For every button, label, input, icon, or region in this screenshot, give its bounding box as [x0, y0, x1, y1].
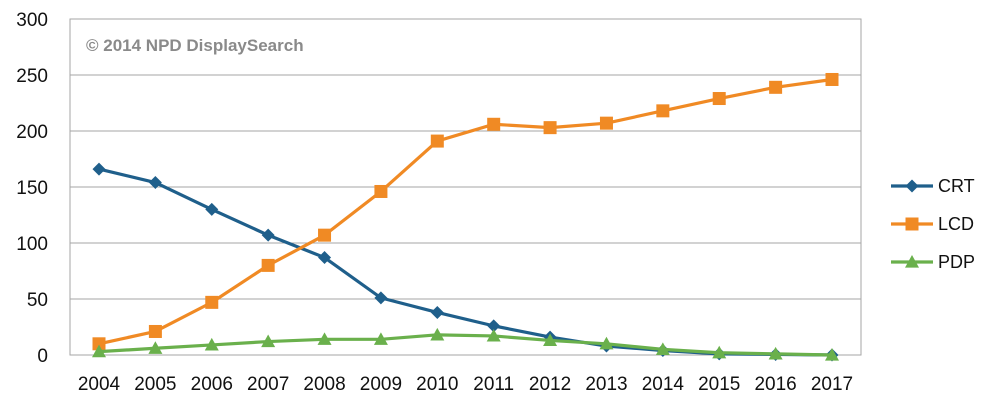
- series-line-pdp: [98, 333, 833, 357]
- x-tick-label: 2014: [642, 374, 685, 395]
- y-axis: 0 50 100 150 200 250 300: [16, 10, 48, 367]
- series-lcd: [92, 72, 839, 351]
- x-tick-label: 2015: [698, 374, 740, 395]
- data-point-pdp: [655, 342, 670, 355]
- data-point-pdp: [486, 328, 501, 342]
- data-point-crt: [261, 228, 275, 242]
- series-pdp: [92, 327, 839, 361]
- data-point-lcd: [543, 121, 557, 135]
- legend-marker-pdp: [905, 255, 919, 268]
- data-point-crt: [92, 162, 106, 176]
- x-tick-label: 2007: [247, 374, 289, 395]
- data-point-crt: [430, 305, 444, 319]
- data-point-lcd: [825, 72, 839, 86]
- x-tick-label: 2005: [134, 374, 176, 395]
- data-point-crt: [148, 176, 162, 190]
- data-point-lcd: [487, 117, 501, 131]
- watermark-text: © 2014 NPD DisplaySearch: [86, 36, 304, 55]
- y-tick-label: 50: [27, 290, 48, 311]
- data-point-pdp: [825, 348, 839, 361]
- data-point-crt: [318, 251, 332, 265]
- legend-item-crt: CRT: [891, 176, 975, 196]
- data-point-lcd: [205, 295, 219, 309]
- legend-label-crt: CRT: [938, 176, 975, 196]
- legend-item-lcd: LCD: [891, 214, 974, 234]
- data-point-lcd: [599, 116, 613, 130]
- data-point-crt: [374, 291, 388, 305]
- data-point-lcd: [261, 258, 275, 272]
- data-point-lcd: [148, 324, 162, 338]
- x-tick-label: 2006: [191, 374, 233, 395]
- x-tick-label: 2008: [303, 374, 345, 395]
- data-point-lcd: [769, 80, 783, 94]
- y-tick-label: 200: [16, 122, 48, 143]
- data-point-pdp: [712, 345, 727, 359]
- data-point-pdp: [543, 333, 558, 347]
- data-point-pdp: [261, 334, 276, 348]
- data-point-pdp: [317, 332, 332, 345]
- x-tick-label: 2016: [754, 374, 796, 395]
- y-tick-label: 150: [16, 178, 48, 199]
- x-tick-label: 2011: [473, 374, 514, 395]
- x-tick-label: 2009: [360, 374, 402, 395]
- data-point-pdp: [768, 346, 783, 360]
- y-tick-label: 250: [16, 66, 48, 87]
- legend-item-pdp: PDP: [891, 252, 975, 272]
- legend-marker-crt: [905, 179, 919, 193]
- data-point-lcd: [712, 92, 726, 106]
- data-point-pdp: [148, 341, 163, 354]
- data-point-pdp: [204, 337, 219, 351]
- series-layer: [92, 72, 839, 362]
- x-tick-label: 2010: [416, 374, 458, 395]
- legend-label-pdp: PDP: [938, 252, 975, 272]
- data-point-lcd: [656, 104, 670, 118]
- data-point-lcd: [318, 228, 332, 242]
- legend: CRT LCD PDP: [891, 176, 975, 272]
- data-point-pdp: [430, 327, 445, 341]
- legend-marker-lcd: [905, 217, 919, 231]
- y-tick-label: 100: [16, 234, 48, 255]
- data-point-crt: [487, 319, 501, 333]
- data-point-pdp: [92, 344, 106, 358]
- x-tick-label: 2017: [811, 374, 853, 395]
- series-line-lcd: [98, 77, 833, 346]
- data-point-pdp: [373, 332, 388, 345]
- data-point-lcd: [92, 337, 106, 351]
- data-point-pdp: [599, 336, 614, 350]
- data-point-crt: [205, 202, 219, 216]
- y-tick-label: 0: [37, 346, 48, 367]
- y-tick-label: 300: [16, 10, 48, 31]
- gridlines: [70, 74, 861, 300]
- x-tick-label: 2013: [585, 374, 627, 395]
- data-point-lcd: [430, 134, 444, 148]
- x-axis: 2004 2005 2006 2007 2008 2009 2010 2011 2012 2013…: [78, 374, 853, 395]
- x-tick-label: 2012: [529, 374, 571, 395]
- x-tick-label: 2004: [78, 374, 121, 395]
- data-point-lcd: [374, 184, 388, 198]
- legend-label-lcd: LCD: [938, 214, 974, 234]
